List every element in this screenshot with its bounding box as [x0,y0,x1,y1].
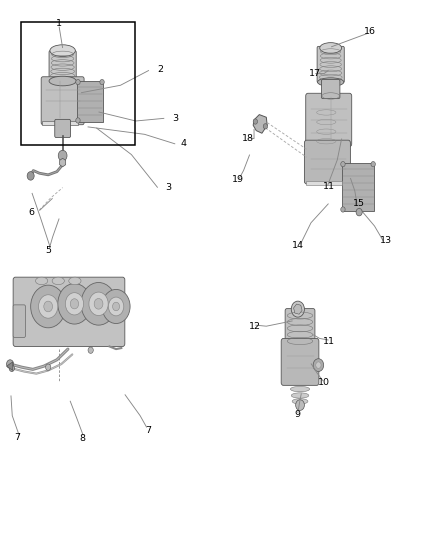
Polygon shape [253,115,267,133]
Circle shape [9,365,14,372]
Circle shape [76,79,80,85]
Ellipse shape [290,386,310,392]
FancyBboxPatch shape [41,77,84,125]
Circle shape [108,297,124,316]
Text: 18: 18 [241,134,254,143]
Circle shape [263,124,268,129]
FancyBboxPatch shape [281,338,319,385]
FancyBboxPatch shape [49,51,76,82]
Circle shape [7,360,14,368]
Text: 7: 7 [14,433,21,441]
Text: 13: 13 [380,237,392,245]
Circle shape [65,293,84,315]
Text: 19: 19 [232,175,244,184]
FancyBboxPatch shape [13,277,125,346]
Circle shape [46,364,51,370]
Text: 5: 5 [45,246,51,255]
FancyBboxPatch shape [306,93,352,147]
Ellipse shape [35,277,48,285]
Bar [306,181,342,185]
Text: 1: 1 [56,20,62,28]
Ellipse shape [69,277,81,285]
Text: 12: 12 [249,322,261,330]
Text: 3: 3 [166,183,172,192]
Circle shape [70,298,79,309]
Text: 9: 9 [294,410,300,419]
Text: 8: 8 [79,434,85,442]
Text: 15: 15 [353,199,365,208]
Ellipse shape [49,76,76,86]
Bar [21,22,135,145]
FancyBboxPatch shape [304,140,350,184]
Circle shape [88,347,93,353]
Text: 16: 16 [364,28,376,36]
Bar [342,163,374,211]
FancyBboxPatch shape [285,309,315,346]
FancyBboxPatch shape [55,119,71,138]
Text: 6: 6 [28,208,35,216]
Text: 17: 17 [308,69,321,78]
Text: 4: 4 [181,140,187,148]
Circle shape [313,359,324,372]
Circle shape [113,302,120,311]
Circle shape [371,161,375,167]
Bar [77,81,103,122]
Circle shape [356,208,362,216]
Text: 2: 2 [157,65,163,74]
Text: 14: 14 [292,241,304,249]
Circle shape [341,161,345,167]
Ellipse shape [292,399,308,404]
FancyBboxPatch shape [317,46,344,83]
Bar [42,121,78,125]
Circle shape [253,119,258,124]
Circle shape [81,282,116,325]
Text: 7: 7 [145,426,151,434]
Ellipse shape [291,393,309,398]
Text: 10: 10 [318,378,330,386]
Circle shape [102,289,130,324]
Circle shape [296,400,304,410]
Circle shape [44,301,53,312]
Circle shape [100,79,104,85]
Circle shape [291,301,304,317]
Ellipse shape [52,277,64,285]
Circle shape [31,285,66,328]
Circle shape [89,292,108,316]
Circle shape [94,298,103,309]
Text: 11: 11 [323,337,336,345]
Ellipse shape [320,43,342,53]
Circle shape [27,172,34,180]
Circle shape [58,150,67,161]
Circle shape [341,207,345,212]
Text: 3: 3 [172,114,178,123]
Text: 11: 11 [323,182,336,191]
Circle shape [58,284,91,324]
Polygon shape [7,362,13,370]
Circle shape [76,118,80,123]
FancyBboxPatch shape [13,305,25,337]
Ellipse shape [318,78,344,86]
FancyBboxPatch shape [321,79,340,99]
Circle shape [39,295,58,318]
Circle shape [316,362,321,368]
Ellipse shape [50,45,75,56]
